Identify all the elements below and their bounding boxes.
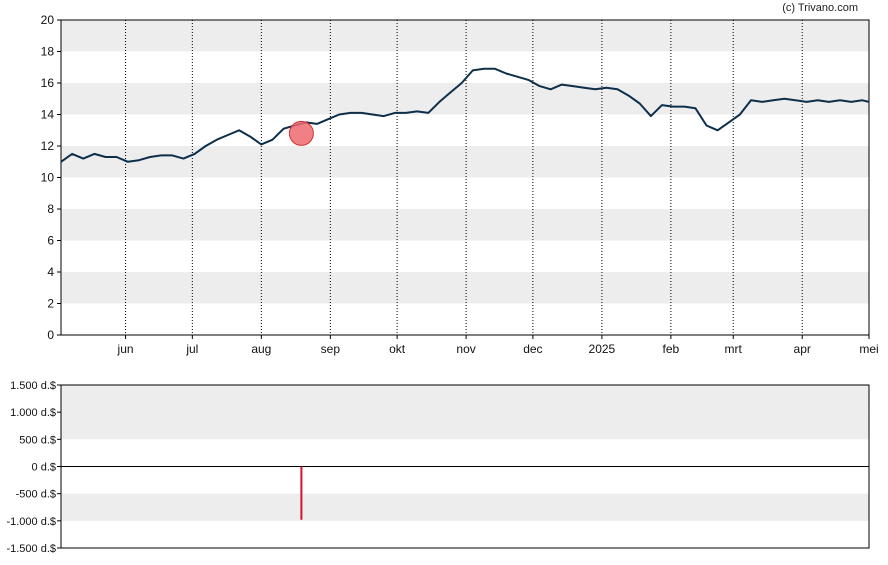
x-tick-label: aug — [251, 342, 271, 356]
volume-y-axis: -1.500 d.$ -1.000 d.$ -500 d.$ 0 d.$ 500 d.$… — [6, 380, 61, 555]
y-tick-label: 6 — [47, 234, 54, 248]
volume-y-tick-label: 1.000 d.$ — [10, 407, 56, 419]
x-tick-label: jul — [185, 342, 198, 356]
y-tick-label: 20 — [41, 13, 55, 27]
price-series-line — [60, 67, 870, 163]
volume-bands — [61, 385, 869, 521]
x-tick-label: sep — [321, 342, 341, 356]
credit-label: (c) Trivano.com — [782, 2, 858, 14]
price-band — [61, 209, 869, 241]
y-tick-label: 0 — [47, 328, 54, 342]
volume-y-tick-label: -500 d.$ — [16, 489, 56, 501]
x-tick-label: jun — [117, 342, 134, 356]
y-tick-label: 12 — [41, 139, 55, 153]
y-tick-label: 4 — [47, 265, 54, 279]
x-tick-label: mrt — [725, 342, 743, 356]
volume-band — [61, 493, 869, 521]
price-band — [61, 146, 869, 178]
x-tick-label: dec — [523, 342, 542, 356]
y-tick-label: 16 — [41, 76, 55, 90]
volume-y-tick-label: 0 d.$ — [32, 462, 56, 474]
x-tick-label: 2025 — [589, 342, 616, 356]
transaction-marker — [288, 120, 314, 146]
y-tick-label: 14 — [41, 108, 55, 122]
volume-band — [61, 412, 869, 440]
price-bands — [61, 20, 869, 304]
x-tick-label: okt — [389, 342, 406, 356]
y-tick-label: 2 — [47, 297, 54, 311]
volume-y-tick-label: -1.500 d.$ — [6, 543, 56, 555]
y-tick-label: 8 — [47, 202, 54, 216]
volume-y-tick-label: 1.500 d.$ — [10, 380, 56, 392]
price-month-gridlines: jun jul aug sep okt nov dec 2025 feb mrt apr mei — [117, 20, 879, 356]
volume-y-tick-label: -1.000 d.$ — [6, 516, 56, 528]
x-tick-label: feb — [663, 342, 680, 356]
y-tick-label: 10 — [41, 171, 55, 185]
x-tick-label: nov — [456, 342, 475, 356]
x-tick-label: mei — [859, 342, 878, 356]
price-band — [61, 272, 869, 304]
volume-band — [61, 385, 869, 413]
y-tick-label: 18 — [41, 45, 55, 59]
price-band — [61, 20, 869, 52]
volume-y-tick-label: 500 d.$ — [19, 434, 56, 446]
price-y-axis: 0 2 4 6 8 10 12 14 16 18 20 — [41, 13, 61, 342]
price-band — [61, 83, 869, 115]
x-tick-label: apr — [794, 342, 811, 356]
